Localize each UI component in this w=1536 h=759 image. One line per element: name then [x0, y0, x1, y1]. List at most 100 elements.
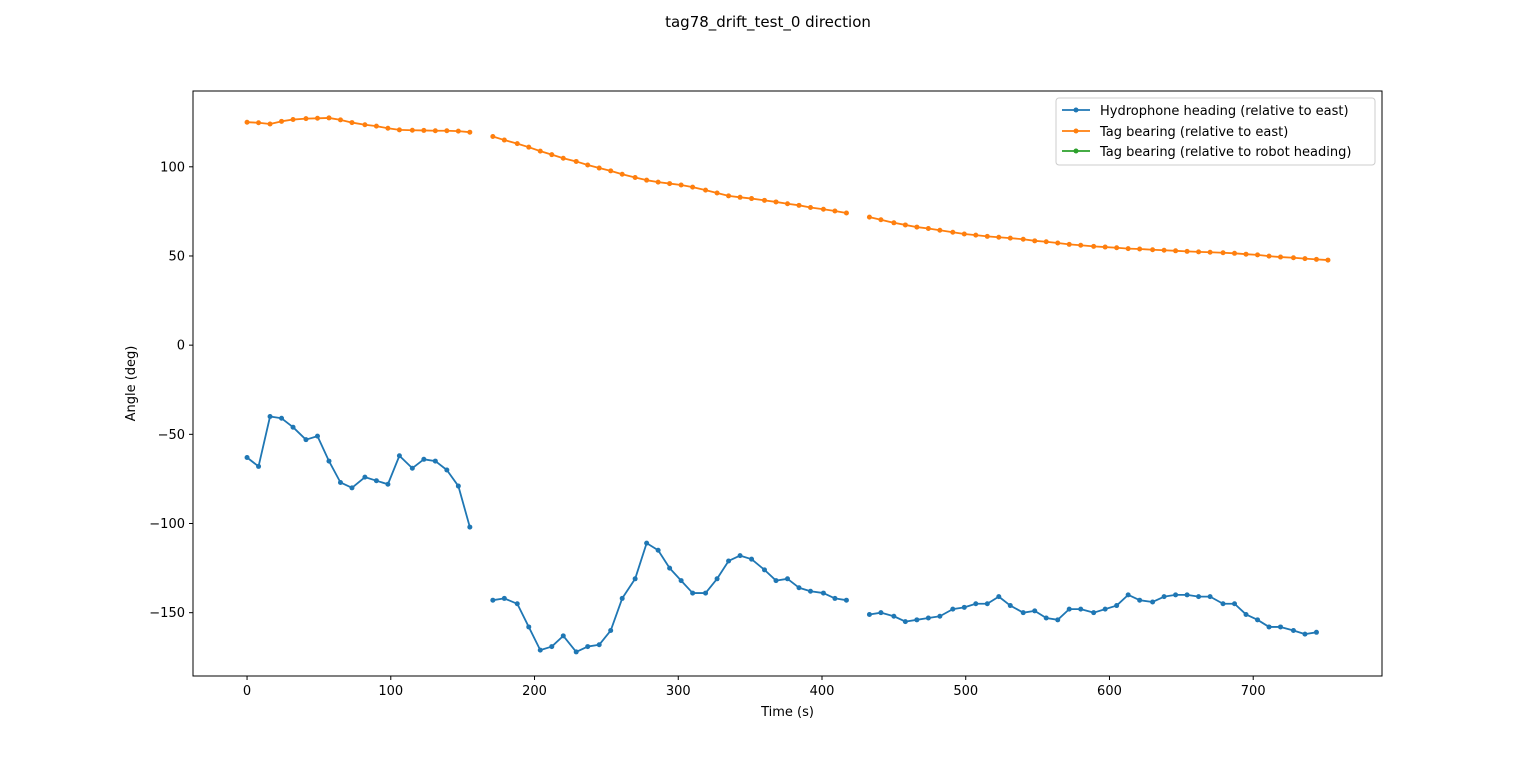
data-point	[1266, 253, 1272, 259]
series-line	[492, 135, 847, 214]
data-point	[1232, 601, 1238, 607]
data-point	[1302, 256, 1308, 262]
data-point	[373, 478, 379, 484]
data-point	[1007, 603, 1013, 609]
data-point	[1055, 617, 1061, 623]
data-point	[1220, 250, 1226, 256]
data-point	[1220, 601, 1226, 607]
x-tick-label: 700	[1241, 684, 1266, 699]
data-point	[409, 465, 415, 471]
data-point	[444, 128, 450, 134]
data-point	[891, 220, 897, 226]
data-point	[1243, 251, 1249, 257]
data-point	[950, 229, 956, 235]
data-point	[279, 415, 285, 421]
data-point	[961, 231, 967, 237]
data-point	[1325, 257, 1331, 263]
data-point	[902, 619, 908, 625]
data-point	[1196, 594, 1202, 600]
data-point	[1091, 243, 1097, 249]
data-point	[290, 117, 296, 123]
data-point	[866, 214, 872, 220]
data-point	[467, 524, 473, 530]
data-point	[1043, 239, 1049, 245]
data-point	[385, 481, 391, 487]
data-point	[703, 590, 709, 596]
data-point	[1150, 599, 1156, 605]
data-point	[1207, 249, 1213, 255]
data-point	[820, 590, 826, 596]
data-point	[326, 115, 332, 121]
data-point	[256, 120, 262, 126]
data-point	[832, 595, 838, 601]
data-point	[560, 633, 566, 639]
data-point	[950, 606, 956, 612]
data-point	[549, 152, 555, 158]
y-tick-label: −50	[158, 428, 185, 443]
data-point	[537, 647, 543, 653]
data-point	[785, 576, 790, 582]
data-point	[1091, 610, 1097, 616]
data-point	[526, 624, 532, 630]
data-point	[1313, 629, 1319, 635]
data-point	[1302, 631, 1308, 637]
data-point	[549, 644, 555, 650]
data-point	[891, 613, 897, 619]
data-point	[362, 474, 368, 480]
y-tick-label: 0	[177, 339, 185, 354]
data-point	[1020, 236, 1026, 242]
data-point	[490, 133, 496, 139]
data-point	[467, 129, 473, 135]
data-point	[385, 125, 391, 131]
data-point	[1102, 606, 1108, 612]
data-point	[1278, 254, 1284, 260]
plot-area	[192, 90, 1383, 677]
data-point	[843, 210, 849, 216]
series-0	[244, 414, 1319, 655]
data-point	[514, 601, 520, 607]
data-point	[396, 127, 402, 133]
data-point	[937, 613, 943, 619]
x-tick-label: 400	[810, 684, 835, 699]
data-point	[973, 601, 979, 607]
data-point	[1137, 597, 1143, 603]
data-point	[1243, 611, 1249, 617]
data-point	[267, 414, 273, 419]
data-point	[314, 433, 320, 439]
data-point	[726, 558, 732, 564]
data-point	[349, 485, 355, 491]
data-point	[632, 175, 638, 180]
data-point	[690, 590, 696, 596]
data-point	[1020, 610, 1026, 616]
data-point	[455, 483, 461, 489]
data-point	[455, 128, 461, 134]
data-point	[937, 227, 943, 233]
data-point	[690, 184, 696, 190]
data-point	[409, 127, 415, 133]
y-tick-label: 50	[168, 249, 185, 264]
data-point	[632, 576, 638, 582]
x-tick-label: 100	[378, 684, 403, 699]
legend-label-hydrophone-heading: Hydrophone heading (relative to east)	[1100, 104, 1349, 119]
data-point	[961, 604, 967, 610]
legend-box	[1055, 97, 1376, 166]
data-point	[514, 141, 520, 147]
y-tick-label: −100	[149, 517, 185, 532]
data-point	[1125, 246, 1131, 252]
data-point	[596, 165, 602, 171]
data-point	[1137, 246, 1143, 252]
data-point	[973, 232, 979, 238]
data-point	[996, 594, 1002, 600]
data-point	[762, 197, 767, 203]
data-point	[996, 234, 1002, 240]
data-point	[1066, 606, 1072, 612]
data-point	[290, 424, 296, 430]
data-point	[267, 121, 273, 127]
data-point	[773, 199, 779, 205]
data-point	[1055, 240, 1061, 246]
data-point	[1173, 592, 1179, 598]
data-point	[749, 196, 755, 202]
x-tick-label: 300	[666, 684, 691, 699]
data-point	[925, 226, 931, 232]
